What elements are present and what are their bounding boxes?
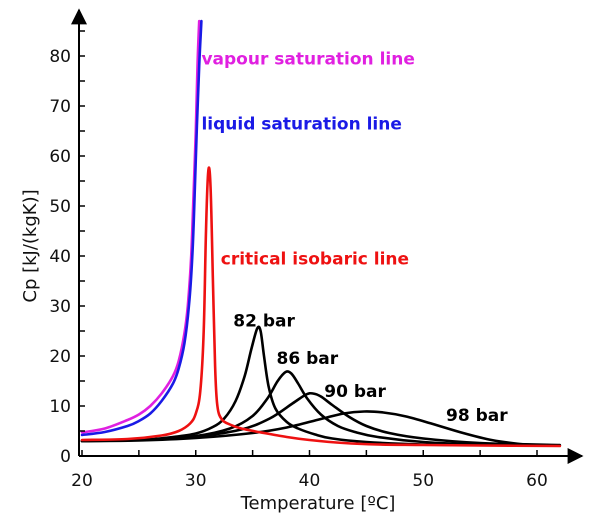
- series-line-liquid-saturation-line: [80, 19, 203, 437]
- annotation-label: vapour saturation line: [201, 50, 414, 70]
- series-line-critical-isobaric-line: [80, 166, 562, 448]
- annotations-group: vapour saturation line liquid saturation …: [201, 50, 508, 427]
- y-tick-label: 80: [49, 47, 71, 67]
- annotation-label: 82 bar: [233, 312, 295, 332]
- x-tick-label: 20: [71, 471, 93, 491]
- x-tick-label: 30: [185, 471, 207, 491]
- x-tick-label: 50: [412, 471, 434, 491]
- y-tick-label: 10: [49, 397, 71, 417]
- series-line-86-bar: [80, 370, 562, 447]
- annotation-label: 98 bar: [446, 406, 508, 426]
- x-axis-title: Temperature [ºC]: [240, 493, 396, 514]
- y-tick-label: 50: [49, 197, 71, 217]
- y-tick-label: 30: [49, 297, 71, 317]
- y-axis-title: Cp [kJ/(kgK)]: [20, 189, 41, 302]
- y-tick-label: 70: [49, 97, 71, 117]
- annotation-label: 86 bar: [277, 349, 339, 369]
- x-tick-label: 40: [299, 471, 321, 491]
- annotation-label: liquid saturation line: [201, 115, 401, 135]
- series-line-98-bar: [80, 410, 562, 447]
- y-tick-label: 60: [49, 147, 71, 167]
- series-line-vapour-saturation-line: [80, 19, 201, 434]
- annotation-label: 90 bar: [324, 382, 386, 402]
- ticks-group: 20 30 40 50 60 0 10 20 30 40 50 60 70 80: [49, 30, 548, 491]
- y-tick-label: 20: [49, 347, 71, 367]
- x-tick-label: 60: [526, 471, 548, 491]
- curves-group: [80, 19, 562, 448]
- y-tick-label: 40: [49, 247, 71, 267]
- series-line-82-bar: [80, 325, 562, 447]
- annotation-label: critical isobaric line: [221, 250, 409, 270]
- y-tick-label: 0: [60, 447, 71, 467]
- series-line-90-bar: [80, 391, 562, 447]
